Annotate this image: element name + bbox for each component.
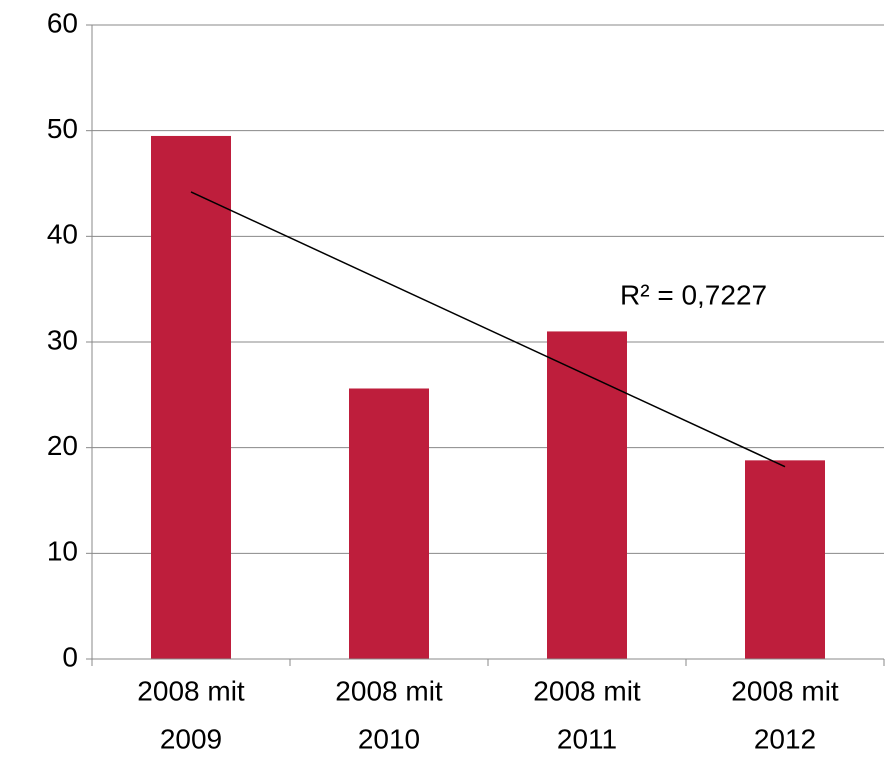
y-tick-label: 40 (47, 219, 78, 250)
x-tick-label: 2011 (557, 723, 617, 754)
x-tick-label: 2008 mit (533, 675, 641, 706)
y-tick-label: 20 (47, 430, 78, 461)
x-tick-label: 2008 mit (137, 675, 245, 706)
y-tick-label: 60 (47, 7, 78, 38)
y-tick-label: 0 (62, 641, 78, 672)
x-tick-label: 2009 (160, 723, 222, 754)
bar (151, 135, 231, 659)
x-tick-label: 2010 (358, 723, 420, 754)
y-tick-label: 50 (47, 113, 78, 144)
bar (745, 460, 825, 659)
bar (547, 331, 627, 659)
trendline-label: R² = 0,7227 (620, 279, 767, 310)
y-tick-label: 30 (47, 324, 78, 355)
trendline (190, 191, 786, 468)
x-tick-label: 2008 mit (335, 675, 443, 706)
y-tick-label: 10 (47, 536, 78, 567)
x-tick-label: 2012 (754, 723, 816, 754)
bar (349, 388, 429, 659)
x-tick-label: 2008 mit (731, 675, 839, 706)
